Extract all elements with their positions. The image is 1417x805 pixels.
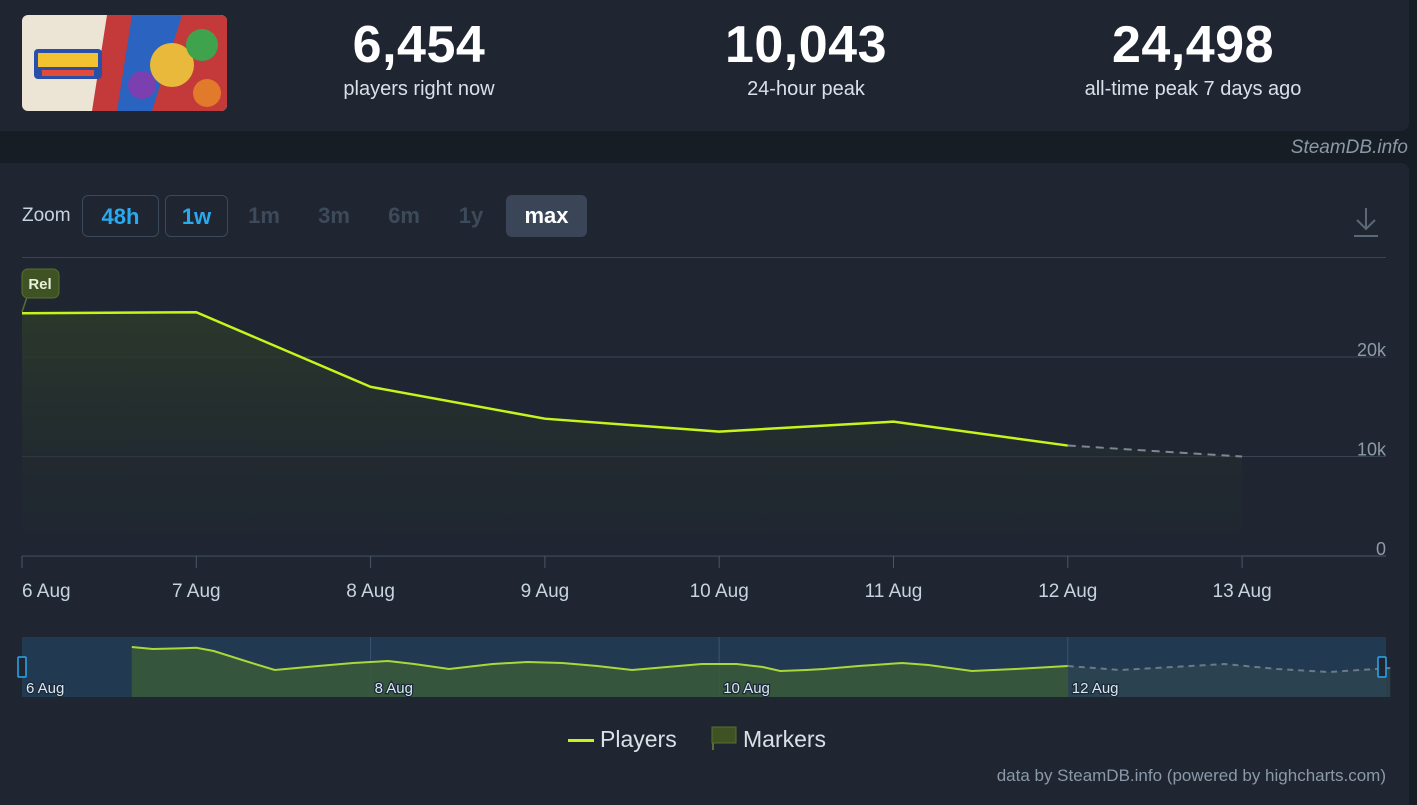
all-time-peak-label: all-time peak 7 days ago — [1084, 78, 1302, 100]
current-players-label: players right now — [343, 78, 495, 100]
data-source-footer[interactable]: data by SteamDB.info (powered by highcha… — [996, 766, 1386, 785]
all-time-peak-value: 24,498 — [1111, 16, 1275, 74]
stat-all-time-peak: 24,498 all-time peak 7 days ago — [1043, 14, 1343, 102]
download-icon[interactable] — [1352, 205, 1380, 239]
stat-24h-peak: 10,043 24-hour peak — [656, 14, 956, 102]
game-thumbnail[interactable] — [22, 15, 227, 111]
current-players-value: 6,454 — [352, 16, 486, 74]
players-swatch-icon — [568, 739, 594, 743]
zoom-48h-button[interactable]: 48h — [82, 195, 159, 237]
chart-panel — [0, 163, 1409, 805]
zoom-label: Zoom — [22, 205, 71, 226]
zoom-max-button[interactable]: max — [506, 195, 587, 237]
peak-24h-label: 24-hour peak — [747, 78, 865, 100]
legend-players-label: Players — [600, 726, 677, 752]
legend-markers[interactable]: Markers — [711, 726, 826, 753]
steamdb-credit[interactable]: SteamDB.info — [1290, 137, 1408, 158]
stat-current-players: 6,454 players right now — [269, 14, 569, 102]
zoom-1m-button: 1m — [248, 203, 280, 228]
zoom-3m-button: 3m — [318, 203, 350, 228]
flag-icon — [711, 726, 737, 750]
legend-players[interactable]: Players — [568, 726, 677, 753]
legend-markers-label: Markers — [743, 726, 827, 752]
stats-header: 6,454 players right now 10,043 24-hour p… — [0, 0, 1409, 131]
zoom-6m-button: 6m — [388, 203, 420, 228]
zoom-1w-button[interactable]: 1w — [165, 195, 228, 237]
peak-24h-value: 10,043 — [724, 16, 888, 74]
zoom-1y-button: 1y — [458, 203, 484, 228]
